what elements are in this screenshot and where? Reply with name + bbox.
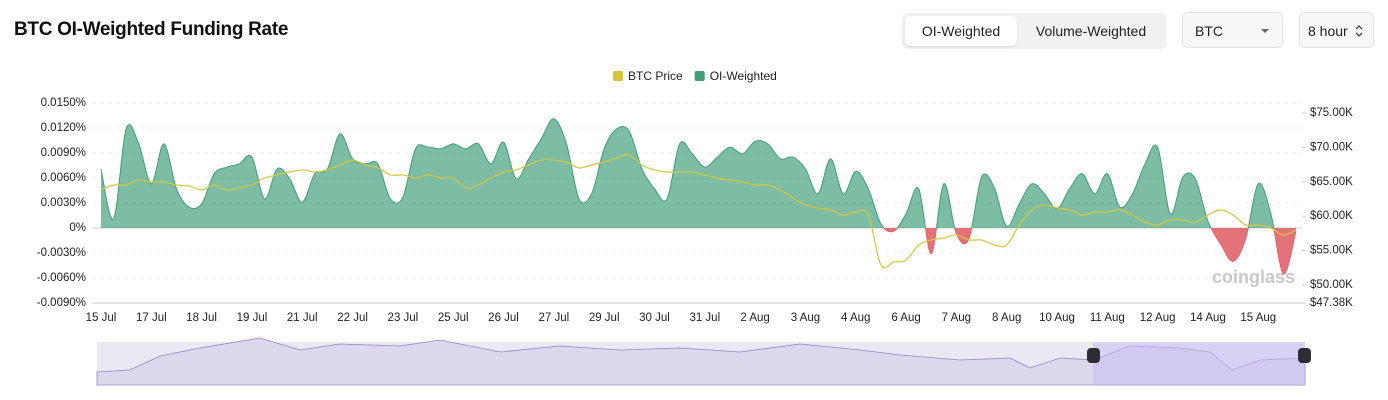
price-line xyxy=(100,154,1297,269)
x-tick-label: 4 Aug xyxy=(841,312,870,324)
zoom-slider xyxy=(96,337,1311,386)
x-tick-label: 27 Jul xyxy=(538,312,569,324)
interval-select[interactable]: 8 hour xyxy=(1299,12,1374,48)
tab-group: OI-Weighted Volume-Weighted xyxy=(902,13,1166,49)
x-tick-label: 30 Jul xyxy=(639,312,670,324)
x-tick-label: 15 Aug xyxy=(1240,312,1276,324)
x-tick-label: 29 Jul xyxy=(589,312,620,324)
y2-tick-label: $47.38K xyxy=(1310,297,1353,309)
page-title: BTC OI-Weighted Funding Rate xyxy=(14,19,289,40)
y-tick-label: 0.0030% xyxy=(41,197,86,209)
x-tick-label: 2 Aug xyxy=(740,312,769,324)
area-negative xyxy=(101,228,1296,274)
tab[interactable]: OI-Weighted xyxy=(905,16,1017,46)
y-tick-label: 0% xyxy=(69,222,86,234)
legend-label: BTC Price xyxy=(628,69,683,83)
area-outline xyxy=(100,118,1275,228)
y2-tick-label: $65.00K xyxy=(1310,176,1353,188)
legend-label: OI-Weighted xyxy=(710,69,777,83)
x-tick-label: 26 Jul xyxy=(488,312,519,324)
select-value: 8 hour xyxy=(1308,23,1348,39)
slider-track xyxy=(97,342,1305,385)
x-tick-label: 15 Jul xyxy=(86,312,117,324)
caret xyxy=(1355,25,1363,37)
x-tick-label: 3 Aug xyxy=(791,312,820,324)
legend-swatch xyxy=(694,71,705,81)
legend-swatch xyxy=(613,71,623,81)
area-positive xyxy=(101,118,1296,228)
y2-tick-label: $60.00K xyxy=(1310,210,1353,222)
x-tick-label: 23 Jul xyxy=(388,312,419,324)
slider-handle[interactable] xyxy=(1298,348,1311,363)
x-tick-label: 10 Aug xyxy=(1039,312,1075,324)
y-tick-label: -0.0030% xyxy=(37,247,86,259)
y-tick-label: 0.0120% xyxy=(41,122,86,134)
select-value: BTC xyxy=(1195,23,1223,39)
x-tick-label: 12 Aug xyxy=(1140,312,1176,324)
y2-tick-label: $50.00K xyxy=(1310,279,1353,291)
x-tick-label: 21 Jul xyxy=(287,312,318,324)
y-tick-label: 0.0060% xyxy=(41,172,86,184)
y2-tick-label: $55.00K xyxy=(1310,245,1353,257)
caret xyxy=(1261,29,1269,33)
y2-tick-label: $70.00K xyxy=(1310,141,1353,153)
x-tick-label: 14 Aug xyxy=(1190,312,1226,324)
slider-window[interactable] xyxy=(1093,342,1305,385)
y-tick-label: -0.0060% xyxy=(37,272,86,284)
y-tick-label: 0.0090% xyxy=(41,147,86,159)
x-tick-label: 31 Jul xyxy=(689,312,720,324)
x-tick-label: 17 Jul xyxy=(136,312,167,324)
y2-tick-label: $75.00K xyxy=(1310,107,1353,119)
x-tick-label: 19 Jul xyxy=(237,312,268,324)
slider-handle[interactable] xyxy=(1087,348,1100,363)
x-tick-label: 11 Aug xyxy=(1090,312,1125,324)
symbol-select[interactable]: BTC xyxy=(1182,12,1283,48)
area-outline xyxy=(883,228,1297,275)
x-tick-label: 8 Aug xyxy=(992,312,1021,324)
x-tick-label: 25 Jul xyxy=(438,312,469,324)
y-tick-label: 0.0150% xyxy=(41,97,86,109)
x-tick-label: 7 Aug xyxy=(942,312,971,324)
y-tick-label: -0.0090% xyxy=(37,297,86,309)
x-tick-label: 22 Jul xyxy=(337,312,368,324)
x-tick-label: 6 Aug xyxy=(891,312,920,324)
watermark: coinglass xyxy=(1212,267,1295,287)
x-tick-label: 18 Jul xyxy=(186,312,217,324)
slider-preview xyxy=(96,337,1306,386)
tab[interactable]: Volume-Weighted xyxy=(1035,23,1147,39)
